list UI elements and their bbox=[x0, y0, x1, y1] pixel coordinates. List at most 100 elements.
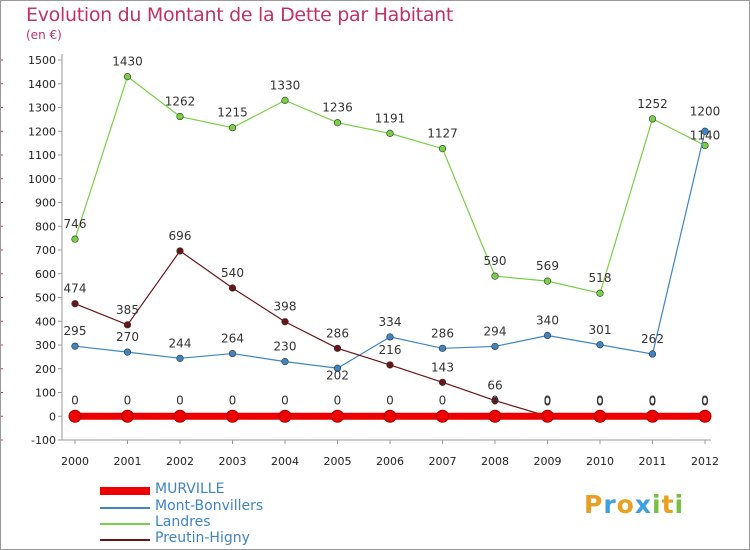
data-point-preutin-higny bbox=[438, 378, 447, 386]
legend-swatch-preutin-higny bbox=[100, 539, 150, 541]
legend-item-landres[interactable]: Landres bbox=[100, 514, 400, 531]
x-tick-label: 2003 bbox=[219, 455, 247, 468]
x-tick-label: 2005 bbox=[324, 455, 352, 468]
data-label-landres: 1191 bbox=[375, 111, 406, 125]
data-label-mont-bonvillers: 334 bbox=[379, 315, 402, 329]
data-point-murville bbox=[278, 409, 292, 423]
data-label-murville: 0 bbox=[71, 393, 79, 407]
legend-item-mont-bonvillers[interactable]: Mont-Bonvillers bbox=[100, 498, 400, 515]
data-point-murville bbox=[541, 409, 554, 423]
data-point-murville bbox=[173, 409, 187, 423]
logo-letter: x bbox=[634, 490, 652, 519]
data-point-murville bbox=[593, 409, 607, 423]
data-label-murville: 0 bbox=[544, 393, 552, 407]
data-label-mont-bonvillers: 270 bbox=[116, 330, 139, 344]
data-point-mont-bonvillers bbox=[491, 342, 499, 351]
data-label-preutin-higny: 0 bbox=[544, 394, 552, 408]
data-point-murville bbox=[331, 409, 344, 423]
data-label-mont-bonvillers: 230 bbox=[274, 340, 297, 354]
data-label-landres: 518 bbox=[589, 271, 612, 285]
data-label-mont-bonvillers: 295 bbox=[64, 324, 87, 338]
data-label-landres: 1215 bbox=[217, 106, 248, 120]
data-point-murville bbox=[68, 409, 82, 423]
y-tick-label: 400 bbox=[35, 315, 56, 328]
data-point-landres bbox=[386, 129, 394, 137]
y-tick-label: 0 bbox=[49, 410, 56, 423]
data-label-mont-bonvillers: 301 bbox=[589, 323, 612, 337]
data-point-preutin-higny bbox=[386, 361, 394, 369]
data-point-murville bbox=[121, 409, 134, 423]
data-label-murville: 0 bbox=[176, 393, 184, 407]
data-point-landres bbox=[543, 277, 552, 285]
data-label-landres: 1140 bbox=[690, 129, 721, 143]
data-label-murville: 0 bbox=[439, 393, 447, 407]
data-point-preutin-higny bbox=[123, 321, 132, 329]
data-label-preutin-higny: 216 bbox=[379, 343, 402, 357]
data-label-murville: 0 bbox=[701, 393, 709, 407]
data-label-landres: 746 bbox=[64, 217, 87, 231]
data-point-mont-bonvillers bbox=[123, 348, 132, 356]
data-label-preutin-higny: 143 bbox=[431, 360, 454, 374]
y-tick-label: -100 bbox=[31, 434, 56, 447]
data-point-landres bbox=[71, 235, 79, 243]
data-point-landres bbox=[228, 124, 237, 132]
data-label-mont-bonvillers: 244 bbox=[169, 336, 192, 350]
data-label-preutin-higny: 0 bbox=[701, 394, 709, 408]
data-point-landres bbox=[123, 73, 132, 81]
data-point-mont-bonvillers bbox=[386, 333, 394, 341]
logo-letter: i bbox=[674, 490, 685, 519]
data-label-landres: 1236 bbox=[322, 101, 353, 115]
logo-letter: r bbox=[603, 490, 617, 519]
data-point-landres bbox=[333, 119, 342, 127]
data-label-mont-bonvillers: 264 bbox=[221, 332, 244, 346]
data-label-preutin-higny: 474 bbox=[64, 282, 87, 296]
data-label-preutin-higny: 286 bbox=[326, 326, 349, 340]
data-label-preutin-higny: 540 bbox=[221, 266, 244, 280]
x-tick-label: 2012 bbox=[691, 455, 719, 468]
x-tick-label: 2010 bbox=[586, 455, 614, 468]
data-label-landres: 1127 bbox=[427, 127, 458, 141]
data-point-mont-bonvillers bbox=[228, 349, 237, 358]
data-label-mont-bonvillers: 1200 bbox=[690, 104, 721, 118]
x-tick-label: 2000 bbox=[61, 455, 89, 468]
data-label-preutin-higny: 0 bbox=[649, 394, 657, 408]
legend-swatch-murville bbox=[100, 487, 150, 495]
legend-item-preutin-higny[interactable]: Preutin-Higny bbox=[100, 530, 400, 547]
data-label-mont-bonvillers: 340 bbox=[536, 314, 559, 328]
legend-swatch-mont-bonvillers bbox=[100, 507, 150, 509]
data-point-murville bbox=[646, 409, 659, 423]
y-tick-label: 100 bbox=[35, 387, 56, 400]
legend-label-mont-bonvillers: Mont-Bonvillers bbox=[155, 498, 264, 514]
y-tick-label: 800 bbox=[35, 220, 56, 233]
data-label-murville: 0 bbox=[491, 393, 499, 407]
data-label-murville: 0 bbox=[281, 393, 289, 407]
data-label-murville: 0 bbox=[229, 393, 237, 407]
y-tick-label: 600 bbox=[35, 268, 56, 281]
data-point-preutin-higny bbox=[228, 284, 237, 292]
data-point-murville bbox=[383, 409, 397, 423]
data-point-landres bbox=[648, 115, 657, 123]
data-point-landres bbox=[491, 272, 499, 280]
data-point-mont-bonvillers bbox=[281, 358, 289, 366]
y-tick-label: 1100 bbox=[28, 149, 56, 162]
legend-label-preutin-higny: Preutin-Higny bbox=[155, 530, 250, 546]
data-label-mont-bonvillers: 202 bbox=[326, 368, 349, 382]
data-point-preutin-higny bbox=[333, 344, 342, 352]
data-point-preutin-higny bbox=[176, 247, 184, 255]
x-tick-label: 2009 bbox=[534, 455, 562, 468]
legend-item-murville[interactable]: MURVILLE bbox=[100, 481, 400, 498]
data-label-preutin-higny: 696 bbox=[169, 229, 192, 243]
data-point-mont-bonvillers bbox=[701, 127, 709, 135]
data-point-murville bbox=[226, 409, 239, 423]
data-point-landres bbox=[596, 289, 604, 297]
x-tick-label: 2007 bbox=[429, 455, 457, 468]
y-tick-label: 1300 bbox=[28, 102, 56, 115]
data-point-preutin-higny bbox=[281, 318, 289, 326]
x-tick-label: 2008 bbox=[481, 455, 509, 468]
logo-letter: i bbox=[652, 490, 662, 519]
data-label-mont-bonvillers: 294 bbox=[484, 324, 507, 338]
data-point-mont-bonvillers bbox=[438, 344, 447, 352]
x-tick-label: 2002 bbox=[166, 455, 194, 468]
